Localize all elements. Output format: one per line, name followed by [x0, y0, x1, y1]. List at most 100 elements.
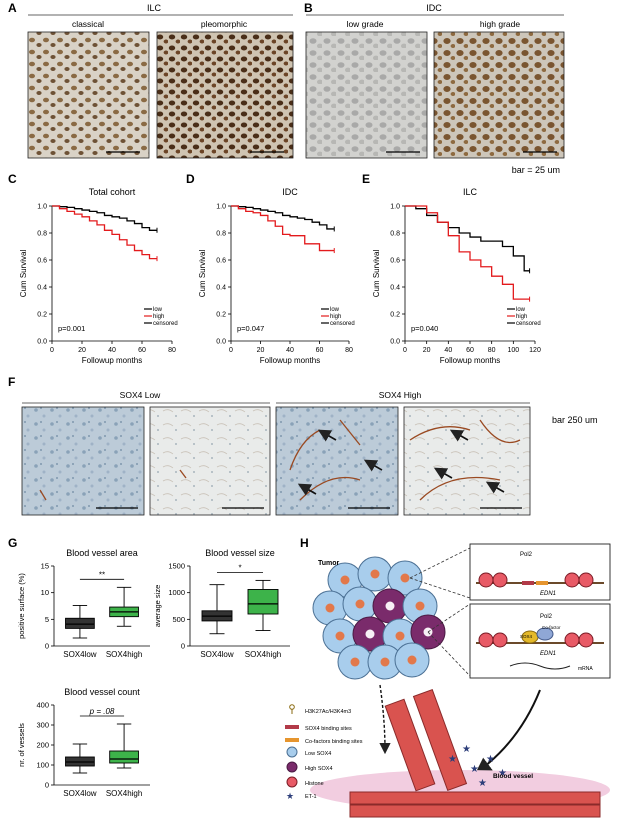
- y-tick-label: 0.6: [216, 258, 226, 265]
- significance-label: **: [99, 570, 105, 579]
- y-tick-label: 0.0: [390, 339, 400, 346]
- boxplot-title: Blood vessel area: [66, 548, 138, 558]
- x-tick-label: 120: [529, 347, 541, 354]
- km-curve-low: [52, 205, 157, 231]
- x-tick-label: 80: [168, 347, 176, 354]
- legend-label-high: high: [153, 314, 164, 320]
- x-tick-label: 100: [507, 347, 519, 354]
- panel-letter-g: G: [8, 536, 17, 550]
- svg-text:★: ★: [498, 768, 507, 779]
- y-tick-label: 500: [172, 615, 185, 624]
- cofactor-label: Co-factor: [542, 625, 561, 630]
- mrna-label: mRNA: [578, 666, 593, 672]
- svg-text:★: ★: [486, 754, 495, 765]
- sox4-label: SOX4: [520, 634, 533, 639]
- micrograph-sox4-high-2: [403, 406, 531, 516]
- x-tick-label: 20: [78, 347, 86, 354]
- y-tick-label: 1.0: [390, 204, 400, 211]
- panel-letter-a: A: [8, 1, 17, 15]
- category-label: SOX4high: [106, 789, 142, 798]
- y-tick-label: 0: [45, 781, 49, 790]
- y-tick-label: 0.4: [216, 285, 226, 292]
- y-axis-label: average size: [153, 585, 162, 628]
- vessel-arrows: [297, 429, 505, 496]
- y-tick-label: 0.8: [216, 231, 226, 238]
- micrograph-ilc-pleomorphic: [156, 31, 294, 159]
- tumor-to-vessel-arrow: [379, 684, 391, 755]
- legend-label-high: high: [516, 314, 527, 320]
- tumor-label: Tumor: [318, 560, 340, 567]
- micrograph-idc-low-grade: [305, 31, 428, 159]
- y-tick-label: 1.0: [37, 204, 47, 211]
- x-tick-label: 40: [286, 347, 294, 354]
- schematic-legend: ★ H3K27Ac/H3K4m3 SOX4 binding sites Co-f…: [285, 704, 363, 801]
- x-tick-label: 40: [108, 347, 116, 354]
- x-axis-label: Followup months: [260, 356, 320, 365]
- panel-letter-h: H: [300, 536, 309, 550]
- svg-text:★: ★: [462, 744, 471, 755]
- y-tick-label: 5: [45, 615, 49, 624]
- box-SOX4low: [65, 617, 95, 629]
- y-tick-label: 0.8: [390, 231, 400, 238]
- x-axis-label: Followup months: [440, 356, 500, 365]
- y-axis-label: Cum Survival: [198, 250, 207, 298]
- svg-text:★: ★: [448, 754, 457, 765]
- km-curve-high: [231, 205, 335, 252]
- legend-label-h3k27ac: H3K27Ac/H3K4m3: [305, 709, 351, 715]
- panel-b-left-label: low grade: [347, 19, 384, 29]
- micrograph-ilc-classical: [27, 31, 150, 159]
- p-value: p=0.040: [411, 324, 438, 333]
- chromatin-box-low-sox4: [469, 543, 611, 601]
- boxplot-blood-vessel-area: Blood vessel area 0 5 10 15 positive surface …: [17, 548, 150, 659]
- y-tick-label: 0.0: [216, 339, 226, 346]
- x-tick-label: 80: [488, 347, 496, 354]
- y-tick-label: 1500: [168, 562, 185, 571]
- boxplot-blood-vessel-count: Blood vessel count 0 100 200 300 400 nr. of ve…: [17, 687, 150, 798]
- et1-release-arrow: [475, 689, 541, 774]
- panel-letter-d: D: [186, 172, 195, 186]
- boxplot-title: Blood vessel count: [64, 687, 140, 697]
- legend-label-low: low: [330, 307, 340, 313]
- y-tick-label: 0.4: [390, 285, 400, 292]
- pol2-label-2: Pol2: [540, 614, 553, 620]
- legend-label-histone: Histone: [305, 781, 324, 787]
- scale-bar-label-ab: bar = 25 um: [512, 165, 560, 175]
- y-tick-label: 0.2: [37, 312, 47, 319]
- legend-label-cofactor-sites: Co-factors binding sites: [305, 739, 363, 745]
- micrograph-idc-high-grade: [433, 31, 565, 159]
- box-SOX4high: [109, 750, 139, 764]
- y-tick-label: 1000: [168, 588, 185, 597]
- panel-a-group-label: ILC: [147, 3, 162, 13]
- mrna-strand: [509, 662, 571, 670]
- km-plot-idc: D IDC 0.0 0.2 0.4 0.6 0.8 1.0 0 20 40 60 80 Followup …: [186, 172, 355, 365]
- panel-a-left-label: classical: [72, 19, 104, 29]
- blood-vessel-label: Blood vessel: [493, 773, 533, 780]
- y-tick-label: 0.6: [390, 258, 400, 265]
- x-tick-label: 80: [345, 347, 353, 354]
- km-curve-high: [405, 205, 530, 300]
- legend-label-high: high: [330, 314, 341, 320]
- panel-f-right-label: SOX4 High: [379, 390, 422, 400]
- y-tick-label: 100: [36, 761, 49, 770]
- micrograph-sox4-high-1: [275, 406, 399, 516]
- panel-letter-f: F: [8, 375, 15, 389]
- panel-f-left-label: SOX4 Low: [120, 390, 161, 400]
- x-tick-label: 0: [50, 347, 54, 354]
- km-title: Total cohort: [89, 187, 136, 197]
- legend-label-low-sox4: Low SOX4: [305, 751, 331, 757]
- legend-swatch-histone: [286, 776, 298, 788]
- x-tick-label: 0: [403, 347, 407, 354]
- y-tick-label: 300: [36, 721, 49, 730]
- y-tick-label: 10: [41, 588, 49, 597]
- tumor-cell-cluster: [312, 556, 446, 680]
- micrograph-sox4-low-1: [21, 406, 145, 516]
- y-tick-label: 400: [36, 701, 49, 710]
- pol2-label-1: Pol2: [520, 552, 533, 558]
- y-tick-label: 1.0: [216, 204, 226, 211]
- km-plot-ilc: E ILC 0.0 0.2 0.4 0.6 0.8 1.0 0 20 40 60 80 100 120 Fol…: [362, 172, 541, 365]
- km-curve-low: [231, 205, 335, 230]
- y-tick-label: 0: [181, 642, 185, 651]
- boxplot-title: Blood vessel size: [205, 548, 275, 558]
- km-title: ILC: [463, 187, 478, 197]
